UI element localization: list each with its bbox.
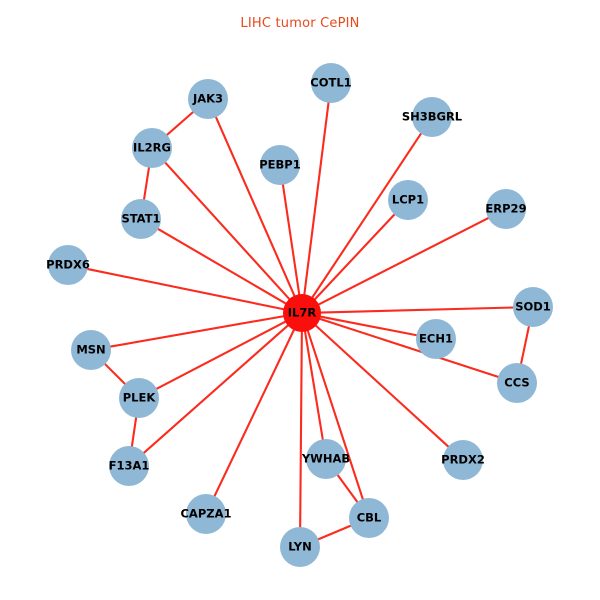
node-label: COTL1 [310, 76, 351, 90]
node-circle[interactable] [119, 378, 159, 418]
graph-node-prdx6[interactable]: PRDX6 [46, 245, 90, 285]
node-label: CAPZA1 [180, 507, 231, 521]
graph-node-lcp1[interactable]: LCP1 [388, 180, 428, 220]
node-label: IL2RG [133, 141, 171, 155]
node-label: CBL [357, 511, 382, 525]
graph-edge [165, 110, 195, 137]
node-label: CCS [504, 376, 529, 390]
node-label: LCP1 [392, 193, 424, 207]
graph-node-capza1[interactable]: CAPZA1 [180, 494, 232, 534]
graph-edge [142, 324, 290, 455]
graph-edge [318, 317, 500, 379]
node-circle[interactable] [186, 494, 226, 534]
graph-edge [142, 166, 151, 201]
node-label: LYN [288, 540, 312, 554]
graph-node-plek[interactable]: PLEK [119, 378, 159, 418]
graph-node-jak3[interactable]: JAK3 [188, 79, 228, 119]
node-label: ERP29 [485, 202, 526, 216]
graph-edge [319, 315, 418, 337]
graph-node-il2rg[interactable]: IL2RG [132, 128, 172, 168]
node-label: PLEK [123, 391, 157, 405]
graph-node-pebp1[interactable]: PEBP1 [259, 145, 301, 185]
node-circle[interactable] [349, 498, 389, 538]
graph-node-erp29[interactable]: ERP29 [485, 189, 527, 229]
graph-node-cbl[interactable]: CBL [349, 498, 389, 538]
graph-edge [213, 328, 296, 498]
graph-node-msn[interactable]: MSN [71, 330, 111, 370]
page-title: LIHC tumor CePIN [240, 16, 360, 31]
node-label: F13A1 [109, 459, 150, 473]
graph-edge [314, 324, 450, 448]
node-circle[interactable] [132, 128, 172, 168]
node-circle[interactable] [109, 446, 149, 486]
graph-edge [214, 115, 296, 297]
graph-edge [156, 227, 287, 305]
node-label: MSN [76, 343, 105, 357]
node-label: YWHAB [301, 452, 350, 466]
graph-edge [303, 101, 330, 296]
node-circle[interactable] [311, 63, 351, 103]
graph-node-cotl1[interactable]: COTL1 [310, 63, 352, 103]
graph-node-ccs[interactable]: CCS [497, 363, 537, 403]
node-layer: IL7R JAK3 COTL1 SH3BGRL IL2RG PEBP1 LCP1 ERP29 S… [46, 63, 553, 567]
graph-edge [306, 329, 365, 501]
node-circle[interactable] [121, 199, 161, 239]
edge-layer [86, 101, 531, 541]
node-circle[interactable] [416, 319, 456, 359]
graph-node-f13a1[interactable]: F13A1 [109, 446, 150, 486]
node-circle[interactable] [513, 287, 553, 327]
node-circle[interactable] [486, 189, 526, 229]
graph-node-il7r[interactable]: IL7R [283, 294, 321, 332]
graph-edge [303, 330, 324, 441]
graph-node-ech1[interactable]: ECH1 [416, 319, 456, 359]
graph-edge [319, 306, 515, 314]
node-circle[interactable] [412, 97, 452, 137]
graph-edge [317, 524, 352, 541]
node-circle[interactable] [71, 330, 111, 370]
graph-edge [313, 213, 396, 301]
graph-edge [103, 362, 127, 386]
node-label: SOD1 [515, 300, 551, 314]
graph-edge [336, 473, 359, 504]
graph-edge [317, 216, 490, 306]
graph-node-ywhab[interactable]: YWHAB [301, 439, 350, 479]
graph-edge [109, 315, 285, 348]
node-label: PEBP1 [259, 158, 300, 172]
node-label: SH3BGRL [402, 110, 463, 124]
node-circle[interactable] [388, 180, 428, 220]
node-label: PRDX2 [441, 453, 485, 467]
graph-edge [155, 320, 287, 391]
node-label: IL7R [288, 306, 317, 320]
graph-edge [299, 330, 303, 529]
graph-node-sod1[interactable]: SOD1 [513, 287, 553, 327]
graph-node-prdx2[interactable]: PRDX2 [441, 440, 485, 480]
graph-edge [281, 183, 301, 296]
graph-edge [86, 267, 285, 311]
graph-node-stat1[interactable]: STAT1 [121, 199, 161, 239]
node-circle[interactable] [306, 439, 346, 479]
node-circle[interactable] [48, 245, 88, 285]
graph-edge [164, 161, 291, 301]
node-label: PRDX6 [46, 258, 90, 272]
node-label: STAT1 [121, 212, 160, 226]
node-circle[interactable] [260, 145, 300, 185]
graph-edge [519, 325, 531, 365]
graph-edge [311, 132, 423, 299]
node-circle[interactable] [188, 79, 228, 119]
node-label: JAK3 [192, 92, 223, 106]
node-circle[interactable] [280, 527, 320, 567]
node-circle[interactable] [443, 440, 483, 480]
node-circle[interactable] [283, 294, 321, 332]
node-circle[interactable] [497, 363, 537, 403]
graph-node-lyn[interactable]: LYN [280, 527, 320, 567]
graph-node-sh3bgrl[interactable]: SH3BGRL [402, 97, 463, 137]
graph-edge [130, 416, 138, 448]
node-label: ECH1 [419, 332, 453, 346]
